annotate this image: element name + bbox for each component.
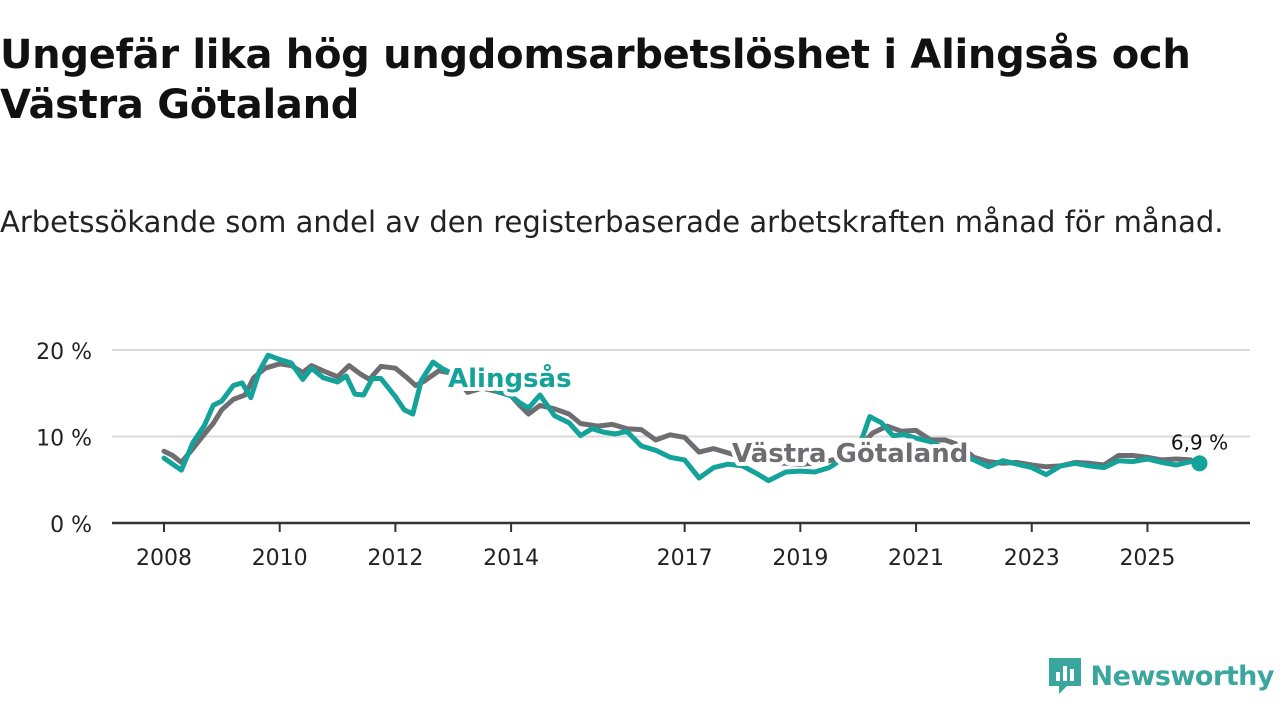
series-label-vastra-gotaland: Västra Götaland <box>732 439 968 469</box>
x-tick-label: 2023 <box>1004 546 1060 571</box>
brand-logo: Newsworthy <box>1047 654 1275 698</box>
series-layer <box>161 352 1202 484</box>
newsworthy-logo-icon <box>1048 658 1081 694</box>
x-tick-label: 2017 <box>657 546 713 571</box>
y-tick-label: 20 % <box>36 340 92 365</box>
series-line-vastra-gotaland <box>161 361 1194 470</box>
x-tick-label: 2014 <box>483 546 539 571</box>
alingsas-end-marker <box>1191 455 1208 472</box>
chart-title: Ungefär lika hög ungdomsarbetslöshet i A… <box>0 32 1191 128</box>
x-tick-label: 2019 <box>772 546 828 571</box>
x-tick-label: 2010 <box>252 546 308 571</box>
x-tick-label: 2008 <box>136 546 192 571</box>
x-tick-label: 2025 <box>1119 546 1175 571</box>
series-label-vastra-gotaland-halo: Västra Götaland <box>732 439 968 469</box>
series-label-alingsas-halo: Alingsås <box>448 362 572 394</box>
alingsas-end-value-label: 6,9 % <box>1171 430 1228 454</box>
x-tick-label: 2012 <box>367 546 423 571</box>
y-tick-label: 0 % <box>50 513 92 538</box>
series-label-alingsas: Alingsås <box>448 362 572 394</box>
line-chart: 0 % 10 % 20 % 2008 2010 2012 2014 2017 2019 2021 2… <box>36 340 1250 571</box>
series-line-alingsas <box>161 352 1202 484</box>
y-tick-label: 10 % <box>36 427 92 452</box>
x-tick-label: 2021 <box>888 546 944 571</box>
axis-layer: 0 % 10 % 20 % 2008 2010 2012 2014 2017 2019 2021 2… <box>36 340 1250 571</box>
brand-name: Newsworthy <box>1090 660 1275 692</box>
chart-subtitle: Arbetssökande som andel av den registerb… <box>0 205 1224 239</box>
